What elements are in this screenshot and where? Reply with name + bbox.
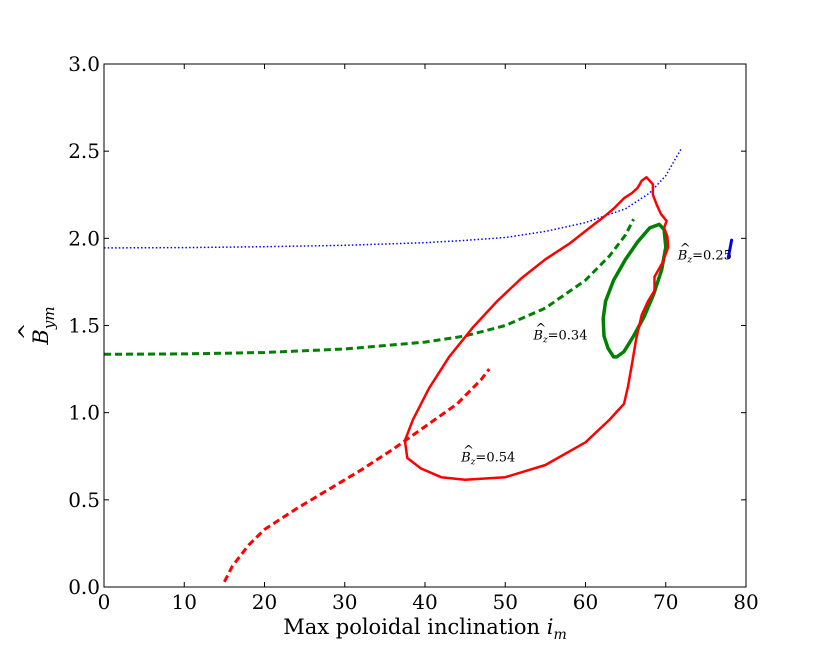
- x-tick-label: 0: [98, 590, 111, 614]
- ticks-layer: 0 10 20 30 40 50 60 70 80 0.0 0.5 1.0 1.5 2.0 2.5 3.0: [68, 52, 759, 614]
- y-axis-label-symbol: B: [29, 329, 53, 345]
- annotation-symbol: B: [460, 450, 471, 465]
- annotation-value: =0.25: [692, 248, 732, 263]
- annotation-symbol: B: [677, 248, 688, 263]
- annotation-hat: ^: [680, 241, 691, 256]
- annotation-1: Bz=0.34^: [532, 321, 587, 345]
- y-axis-label-sub: ym: [40, 306, 58, 330]
- y-tick-label: 0.5: [68, 488, 100, 512]
- x-tick-label: 40: [412, 590, 437, 614]
- y-tick-label: 2.5: [68, 139, 100, 163]
- x-tick-label: 20: [252, 590, 277, 614]
- series-line-1: [726, 238, 734, 259]
- x-axis-label-var: i: [547, 615, 554, 639]
- series-line-2: [103, 218, 635, 356]
- annotation-subscript: z: [542, 335, 548, 345]
- y-axis-label-hat: ^: [15, 323, 39, 341]
- svg-text:Bz=0.34: Bz=0.34: [532, 328, 587, 345]
- series-layer: [103, 147, 734, 583]
- annotation-hat: ^: [463, 443, 474, 458]
- series-line-5: [403, 176, 670, 482]
- svg-text:Bz=0.54: Bz=0.54: [460, 450, 515, 467]
- x-tick-label: 80: [733, 590, 758, 614]
- annotation-layer: Bz=0.25^Bz=0.34^Bz=0.54^: [460, 241, 732, 467]
- annotation-subscript: z: [686, 255, 692, 265]
- annotation-value: =0.34: [548, 328, 588, 343]
- annotation-symbol: B: [532, 328, 543, 343]
- svg-text:Bz=0.25: Bz=0.25: [677, 248, 732, 265]
- series-line-3: [601, 222, 668, 359]
- series-line-4: [223, 368, 491, 583]
- annotation-subscript: z: [470, 457, 476, 467]
- annotation-0: Bz=0.25^: [677, 241, 732, 265]
- x-tick-label: 30: [332, 590, 357, 614]
- y-tick-label: 0.0: [68, 575, 100, 599]
- y-tick-label: 1.0: [68, 401, 100, 425]
- x-tick-label: 10: [172, 590, 197, 614]
- annotation-2: Bz=0.54^: [460, 443, 515, 467]
- x-tick-label: 60: [573, 590, 598, 614]
- annotation-value: =0.54: [475, 450, 515, 465]
- svg-text:Bym: Bym: [29, 306, 58, 345]
- annotation-hat: ^: [535, 321, 546, 336]
- y-axis-label: Bym ^: [15, 306, 58, 345]
- series-line-0: [103, 147, 683, 249]
- x-tick-label: 50: [493, 590, 518, 614]
- x-axis-label-sub: m: [554, 627, 567, 643]
- y-tick-label: 2.0: [68, 226, 100, 250]
- y-tick-label: 3.0: [68, 52, 100, 76]
- x-axis-label-text: Max poloidal inclination: [283, 615, 540, 639]
- x-tick-label: 70: [653, 590, 678, 614]
- y-tick-label: 1.5: [68, 314, 100, 338]
- x-axis-label: Max poloidal inclination im: [283, 615, 567, 643]
